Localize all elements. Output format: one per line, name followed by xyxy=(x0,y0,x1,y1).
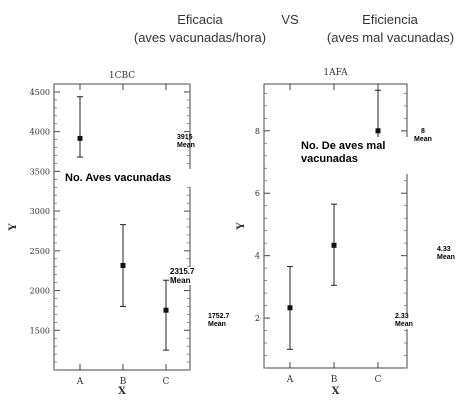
mean-value: 4.33 xyxy=(437,246,451,253)
eficiencia-label: Eficiencia xyxy=(362,12,418,27)
y-tick-label: 3500 xyxy=(30,167,50,176)
header-vs: VS xyxy=(270,12,310,28)
mean-point xyxy=(77,135,83,141)
right-overlay-line1: No. De aves mal xyxy=(301,140,386,152)
mean-point xyxy=(375,128,381,134)
y-tick-label: 8 xyxy=(255,127,260,136)
left-overlay-box: No. Aves vacunadas xyxy=(62,169,197,187)
y-tick-label: 4 xyxy=(255,252,260,261)
header-right-subtitle: (aves mal vacunadas) xyxy=(318,30,463,46)
right-overlay-line2: vacunadas xyxy=(301,153,358,165)
mean-annotation-1cbc-c: 1752.7 Mean xyxy=(208,313,229,329)
mean-value: 2.33 xyxy=(395,313,409,320)
chart-title: 1CBC xyxy=(109,71,135,81)
chart-1afa xyxy=(263,83,408,369)
mean-annotation-1cbc-b: 2315.7 Mean xyxy=(170,267,195,285)
y-tick-label: 4000 xyxy=(30,128,50,137)
x-tick-label: B xyxy=(120,377,127,387)
x-tick-label: A xyxy=(286,375,294,385)
y-tick-label: 6 xyxy=(255,189,260,198)
chart-title: 1AFA xyxy=(323,68,348,78)
right-overlay-box: No. De aves mal vacunadas xyxy=(297,137,411,174)
x-tick-label: C xyxy=(375,375,382,385)
y-tick-label: 1500 xyxy=(30,326,50,335)
mean-label: Mean xyxy=(395,321,413,328)
y-axis-label: Y xyxy=(236,222,247,231)
mean-point xyxy=(331,242,337,248)
y-tick-label: 3000 xyxy=(30,207,50,216)
y-tick-label: 2000 xyxy=(30,287,50,296)
x-tick-label: B xyxy=(331,375,338,385)
mean-value: 3915 xyxy=(177,134,193,141)
eficacia-unit-label: (aves vacunadas/hora) xyxy=(133,30,267,45)
header-left-title: Eficacia xyxy=(150,12,250,28)
mean-annotation-1afa-b: 4.33 Mean xyxy=(437,246,455,262)
x-axis-label: X xyxy=(332,386,340,397)
y-tick-label: 2500 xyxy=(30,247,50,256)
header-left-subtitle: (aves vacunadas/hora) xyxy=(125,30,275,46)
chart-1cbc xyxy=(53,83,191,371)
mean-annotation-1afa-c: 8 Mean xyxy=(414,128,432,144)
x-tick-label: C xyxy=(163,377,170,387)
eficacia-label: Eficacia xyxy=(177,12,223,27)
header-right-title: Eficiencia xyxy=(335,12,445,28)
mean-value: 2315.7 xyxy=(170,267,195,276)
mean-annotation-1afa-a: 2.33 Mean xyxy=(395,313,413,329)
y-tick-label: 4500 xyxy=(30,88,50,97)
y-axis-label: Y xyxy=(8,223,19,232)
left-overlay-text: No. Aves vacunadas xyxy=(65,172,172,184)
mean-label: Mean xyxy=(177,142,195,149)
eficiencia-unit-label: (aves mal vacunadas) xyxy=(326,30,455,45)
mean-label: Mean xyxy=(414,136,432,143)
mean-label: Mean xyxy=(208,321,226,328)
mean-point xyxy=(120,262,126,268)
mean-label: Mean xyxy=(170,276,191,285)
mean-annotation-1cbc-a: 3915 Mean xyxy=(177,134,195,150)
x-tick-label: A xyxy=(76,377,84,387)
mean-value: 8 xyxy=(421,128,425,135)
mean-value: 1752.7 xyxy=(208,313,230,320)
mean-label: Mean xyxy=(437,254,455,261)
y-tick-label: 2 xyxy=(255,314,260,323)
vs-label: VS xyxy=(281,12,299,27)
x-axis-label: X xyxy=(118,386,126,397)
mean-point xyxy=(287,305,293,311)
mean-point xyxy=(163,307,169,313)
plot-frame xyxy=(53,83,191,371)
plot-frame xyxy=(263,83,408,369)
